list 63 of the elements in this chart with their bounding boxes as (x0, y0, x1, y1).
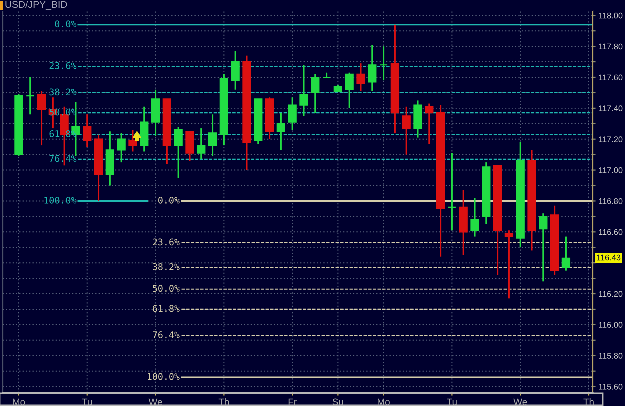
annotation: 116.43 (597, 254, 621, 261)
x-tick-label: Th (218, 398, 230, 406)
candlestick (174, 126, 183, 179)
candlestick (356, 62, 366, 92)
y-tick-label: 118.00 (599, 12, 623, 19)
candlestick (379, 46, 388, 82)
candlestick (26, 76, 35, 116)
candlestick (83, 114, 92, 148)
x-tick-label: Th (584, 398, 594, 406)
candlestick (562, 236, 571, 272)
candlestick (414, 100, 422, 139)
candlestick (208, 114, 218, 158)
candlestick (197, 128, 206, 160)
candlestick (288, 96, 297, 131)
candlestick (311, 74, 320, 114)
candlestick (128, 129, 138, 152)
candlestick (448, 152, 457, 232)
x-tick-label: Tu (447, 398, 457, 406)
candlestick (140, 106, 149, 152)
candlestick (37, 90, 46, 146)
y-tick-label: 117.40 (599, 106, 623, 112)
annotation: 38.2% (50, 88, 77, 96)
y-tick-label: 117.60 (599, 74, 623, 81)
candlestick (504, 230, 514, 300)
candlestick (470, 197, 480, 238)
x-tick-label: Mo (378, 398, 390, 406)
candlestick (425, 103, 434, 145)
y-tick-label: 117.20 (599, 136, 623, 142)
candlestick (117, 132, 126, 164)
x-tick-label: Fr (288, 398, 297, 406)
annotation: 50.0% (153, 285, 180, 292)
candlestick (539, 212, 548, 282)
x-tick-label: Mo (13, 398, 26, 406)
x-tick-label: Su (332, 398, 344, 406)
annotation: 23.6% (50, 62, 77, 70)
annotation: 61.8% (153, 305, 180, 312)
x-tick-label: Tu (82, 398, 92, 406)
y-tick-label: 117.80 (599, 44, 623, 50)
x-tick-label: We (148, 398, 162, 406)
candlestick (368, 44, 377, 92)
annotation: 100.0% (148, 373, 180, 380)
candlestick (151, 89, 160, 138)
y-tick-label: 115.60 (599, 384, 623, 390)
y-tick-label: 116.20 (599, 291, 623, 298)
y-tick-label: 116.60 (599, 229, 623, 236)
candlestick (231, 50, 240, 91)
candlestick (345, 72, 354, 110)
candlestick (276, 112, 286, 151)
candlestick (300, 64, 308, 117)
annotation: 38.2% (153, 263, 180, 270)
chart-title: USD/JPY_BID (6, 0, 68, 10)
annotation: 23.6% (153, 238, 180, 246)
y-tick-label: 116.80 (599, 198, 623, 204)
x-tick-label: We (514, 398, 528, 406)
y-tick-label: 116.00 (599, 322, 623, 328)
annotation: 0.0% (55, 20, 77, 28)
y-tick-label: 115.80 (599, 353, 623, 359)
candlestick (402, 106, 411, 156)
candlestick (186, 130, 194, 162)
annotation: 0.0% (158, 196, 180, 204)
y-tick-label: 117.00 (599, 168, 623, 174)
annotation: 100.0% (44, 196, 77, 204)
annotation: 76.4% (153, 332, 180, 338)
